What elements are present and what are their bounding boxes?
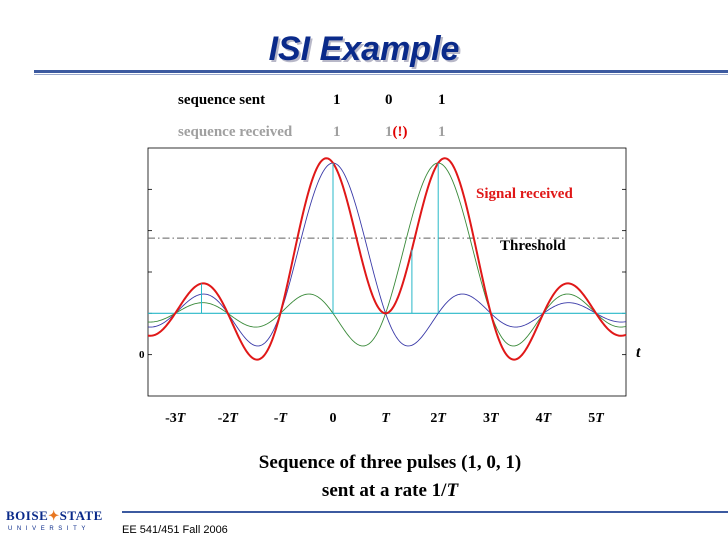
- y-zero-label: 0: [139, 349, 145, 361]
- caption-line-2: sent at a rate 1/T: [150, 480, 630, 502]
- x-tick-label: T: [381, 411, 390, 426]
- sequence-received-value: 1: [438, 124, 446, 140]
- x-tick-label: 3T: [483, 411, 499, 426]
- sequence-received-label: sequence received: [178, 124, 293, 140]
- title-rule-thin: [34, 74, 728, 75]
- x-tick-label: -2T: [217, 411, 238, 426]
- signal-received-label: Signal received: [476, 186, 573, 202]
- logo-word-left: BOISE: [6, 508, 49, 523]
- x-tick-label: -T: [273, 411, 287, 426]
- x-tick-label: -3T: [165, 411, 186, 426]
- caption-line-1: Sequence of three pulses (1, 0, 1): [258, 452, 522, 473]
- sequence-sent-label: sequence sent: [178, 92, 266, 108]
- logo-star-icon: ✦: [48, 508, 60, 523]
- footer-text: EE 541/451 Fall 2006: [122, 524, 228, 536]
- sequence-received-value: 1: [333, 124, 341, 140]
- error-flag: (!): [392, 124, 408, 140]
- x-tick-label: 2T: [430, 411, 446, 426]
- sequence-sent-value: 0: [385, 92, 393, 108]
- boise-state-logo: BOISE✦STATE UNIVERSITY: [6, 508, 114, 540]
- logo-word-right: STATE: [59, 508, 103, 523]
- x-tick-label: 5T: [588, 411, 604, 426]
- logo-wordmark: BOISE✦STATE: [6, 508, 103, 524]
- slide-title: ISI Example: [268, 30, 460, 68]
- title-rule: [34, 70, 728, 73]
- sequence-received-value-error: 1(!): [385, 124, 408, 141]
- x-axis-label: t: [636, 344, 641, 361]
- threshold-label: Threshold: [500, 238, 566, 254]
- caption-line-2-var: T: [446, 480, 459, 501]
- x-tick-label: 4T: [535, 411, 552, 426]
- received-middle-bit: 1: [385, 124, 393, 140]
- sequence-sent-value: 1: [438, 92, 446, 108]
- x-tick-label: 0: [329, 411, 337, 426]
- signal-received-curve: [147, 157, 627, 361]
- caption-line-2-text: sent at a rate 1/: [321, 480, 447, 501]
- logo-subtext: UNIVERSITY: [8, 526, 91, 532]
- sequence-sent-value: 1: [333, 92, 341, 108]
- footer-rule: [122, 511, 728, 513]
